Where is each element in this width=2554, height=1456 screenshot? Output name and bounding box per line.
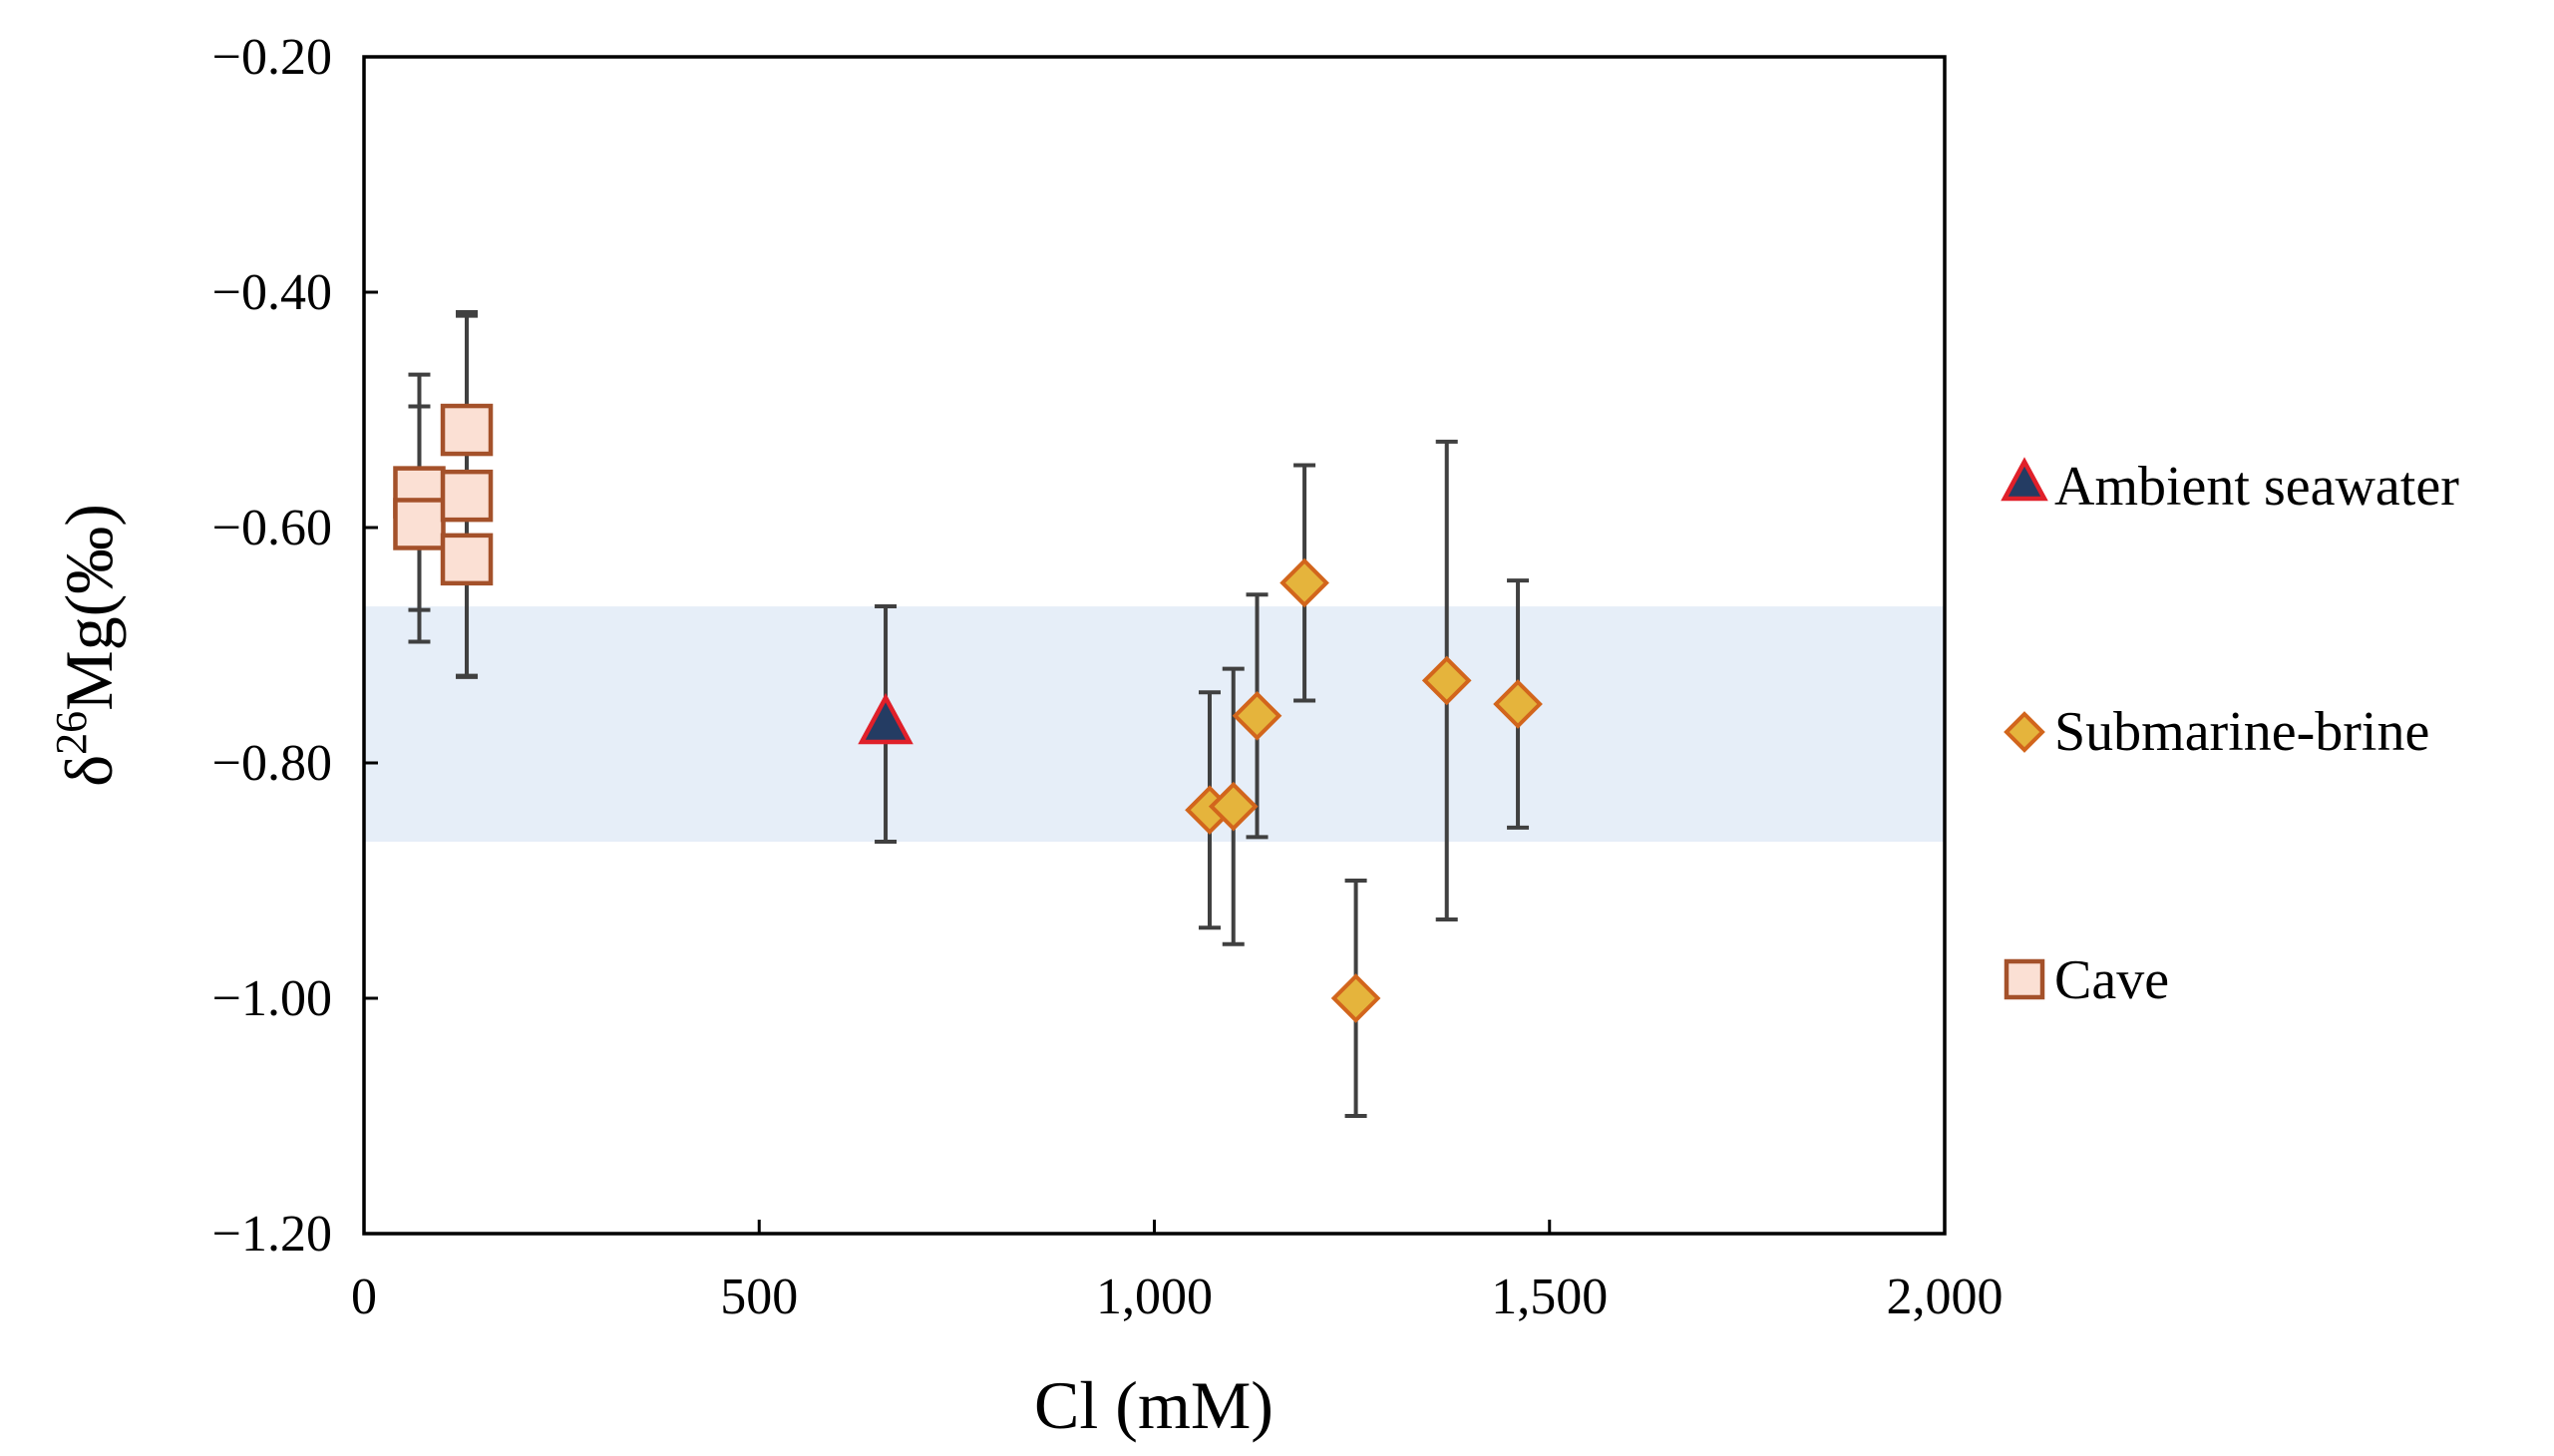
y-tick-label: −0.80 xyxy=(212,735,332,792)
data-point-cave xyxy=(440,533,494,586)
data-point-cave xyxy=(440,403,494,457)
x-tick-label: 0 xyxy=(351,1269,377,1325)
y-axis-title-superscript: 26 xyxy=(47,711,96,755)
y-tick-label: −0.20 xyxy=(212,29,332,86)
data-markers xyxy=(393,403,1543,1023)
legend-marker-ambient-seawater xyxy=(2001,457,2048,502)
legend-label-ambient-seawater: Ambient seawater xyxy=(2054,456,2459,518)
y-axis-title-prefix: δ xyxy=(51,755,127,787)
x-tick-label: 1,000 xyxy=(1096,1269,1213,1325)
x-tick-label: 1,500 xyxy=(1491,1269,1608,1325)
legend-marker-cave xyxy=(2004,958,2045,1000)
data-point-ambient-seawater xyxy=(858,692,913,745)
data-point-submarine-brine xyxy=(1493,679,1543,729)
y-tick-label: −1.00 xyxy=(212,970,332,1027)
x-tick-label: 2,000 xyxy=(1887,1269,2004,1325)
data-point-submarine-brine xyxy=(1421,655,1472,706)
y-tick-label: −1.20 xyxy=(212,1206,332,1263)
y-axis-title: δ26Mg(‰) xyxy=(47,504,127,787)
data-point-submarine-brine xyxy=(1208,781,1259,832)
legend: Ambient seawater Submarine-brine Cave xyxy=(2001,456,2459,1011)
y-axis-title-main: Mg(‰) xyxy=(51,504,127,711)
x-tick-label: 500 xyxy=(720,1269,798,1325)
legend-label-cave: Cave xyxy=(2054,949,2169,1011)
data-point-cave xyxy=(393,498,446,550)
data-point-submarine-brine xyxy=(1279,557,1329,608)
legend-marker-submarine-brine xyxy=(2004,711,2045,753)
data-point-submarine-brine xyxy=(1232,690,1282,741)
data-point-cave xyxy=(440,469,494,523)
y-axis-ticks: −0.20 −0.40 −0.60 −0.80 −1.00 −1.20 xyxy=(212,29,378,1263)
legend-label-submarine-brine: Submarine-brine xyxy=(2054,701,2429,763)
y-tick-label: −0.40 xyxy=(212,264,332,321)
x-axis-title: Cl (mM) xyxy=(1034,1367,1274,1443)
reference-band xyxy=(364,606,1945,843)
x-axis-ticks: 0 500 1,000 1,500 2,000 xyxy=(351,1220,2004,1325)
y-tick-label: −0.60 xyxy=(212,500,332,556)
data-point-submarine-brine xyxy=(1330,973,1381,1023)
